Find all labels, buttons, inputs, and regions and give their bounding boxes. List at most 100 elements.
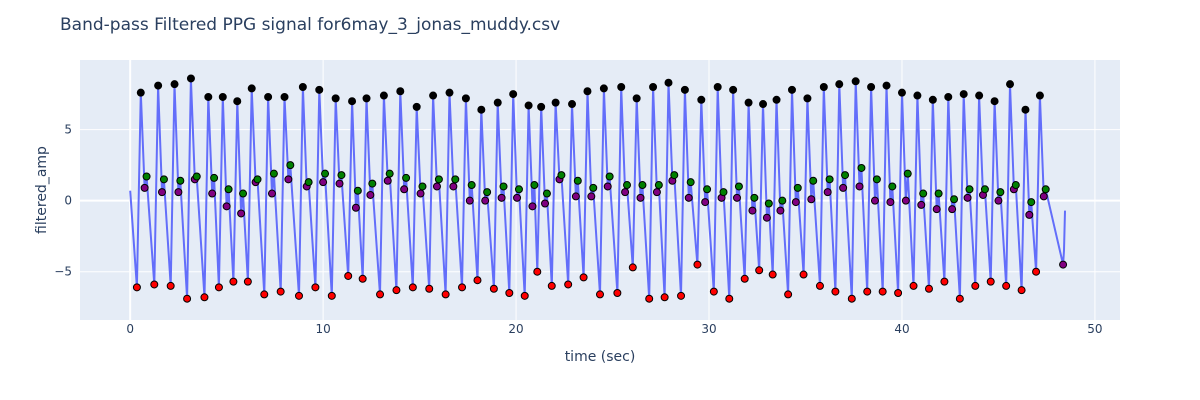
notch-marker <box>465 196 474 205</box>
diastolic-marker <box>321 169 330 178</box>
notch-marker <box>839 183 848 192</box>
diastolic-marker <box>809 176 818 185</box>
peak-marker <box>429 91 438 100</box>
trough-marker <box>677 291 686 300</box>
trough-marker <box>986 277 995 286</box>
peak-marker <box>477 105 486 114</box>
peak-marker <box>280 92 289 101</box>
peak-marker <box>835 80 844 89</box>
diastolic-marker <box>286 161 295 170</box>
trough-marker <box>183 294 192 303</box>
diastolic-marker <box>903 169 912 178</box>
trough-marker <box>645 294 654 303</box>
trough-marker <box>358 274 367 283</box>
trough-marker <box>799 270 808 279</box>
y-tick-label: 5 <box>64 123 72 137</box>
trough-marker <box>1002 281 1011 290</box>
peak-marker <box>1021 105 1030 114</box>
peak-marker <box>897 88 906 97</box>
peak-marker <box>975 91 984 100</box>
notch-marker <box>994 196 1003 205</box>
peak-marker <box>959 90 968 99</box>
trough-marker <box>894 289 903 298</box>
peak-marker <box>729 85 738 94</box>
diastolic-marker <box>253 175 262 184</box>
notch-marker <box>1025 210 1034 219</box>
peak-marker <box>867 82 876 91</box>
peak-marker <box>509 90 518 99</box>
diastolic-marker <box>402 173 411 182</box>
trough-marker <box>909 281 918 290</box>
trough-marker <box>784 290 793 299</box>
trough-marker <box>1017 286 1026 295</box>
trough-marker <box>166 281 175 290</box>
diastolic-marker <box>919 189 928 198</box>
trough-marker <box>489 284 498 293</box>
diastolic-marker <box>872 175 881 184</box>
trough-marker <box>564 280 573 289</box>
notch-marker <box>855 182 864 191</box>
peak-marker <box>186 74 195 83</box>
notch-marker <box>222 202 231 211</box>
y-tick-label: −5 <box>54 265 72 279</box>
diastolic-marker <box>385 169 394 178</box>
diastolic-marker <box>210 173 219 182</box>
notch-marker <box>748 206 757 215</box>
trough-marker <box>579 273 588 282</box>
notch-marker <box>587 192 596 201</box>
notch-marker <box>652 188 661 197</box>
diastolic-marker <box>605 172 614 181</box>
diastolic-marker <box>950 195 959 204</box>
notch-marker <box>603 182 612 191</box>
trough-marker <box>863 287 872 296</box>
notch-marker <box>208 189 217 198</box>
peak-marker <box>412 102 421 111</box>
diastolic-marker <box>269 169 278 178</box>
diastolic-marker <box>499 182 508 191</box>
x-tick-label: 20 <box>508 322 523 336</box>
diastolic-marker <box>857 163 866 172</box>
peak-marker <box>680 85 689 94</box>
peak-marker <box>396 87 405 96</box>
trough-marker <box>768 270 777 279</box>
notch-marker <box>541 199 550 208</box>
notch-marker <box>383 176 392 185</box>
diastolic-marker <box>368 179 377 188</box>
peak-marker <box>461 94 470 103</box>
notch-marker <box>158 188 167 197</box>
diastolic-marker <box>750 193 759 202</box>
diastolic-marker <box>337 171 346 180</box>
trough-marker <box>132 283 141 292</box>
diastolic-marker <box>778 196 787 205</box>
chart-title: Band-pass Filtered PPG signal for6may_3_… <box>60 15 560 35</box>
peak-marker <box>913 91 922 100</box>
diastolic-marker <box>825 175 834 184</box>
diastolic-marker <box>764 199 773 208</box>
peak-marker <box>264 92 273 101</box>
peak-marker <box>664 78 673 87</box>
trough-marker <box>441 290 450 299</box>
trough-marker <box>709 287 718 296</box>
y-axis-title: filtered_amp <box>34 146 50 234</box>
trough-marker <box>344 271 353 280</box>
notch-marker <box>932 205 941 214</box>
trough-marker <box>924 284 933 293</box>
y-tick-label: 0 <box>64 194 72 208</box>
notch-marker <box>791 198 800 207</box>
trough-marker <box>505 289 514 298</box>
notch-marker <box>267 189 276 198</box>
trough-marker <box>755 266 764 275</box>
notch-marker <box>1039 192 1048 201</box>
diastolic-marker <box>703 185 712 194</box>
trough-marker <box>815 281 824 290</box>
trough-marker <box>1032 267 1041 276</box>
trough-marker <box>971 281 980 290</box>
diastolic-marker <box>557 171 566 180</box>
x-tick-label: 10 <box>315 322 330 336</box>
peak-marker <box>445 88 454 97</box>
notch-marker <box>684 193 693 202</box>
trough-marker <box>533 267 542 276</box>
trough-marker <box>660 293 669 302</box>
